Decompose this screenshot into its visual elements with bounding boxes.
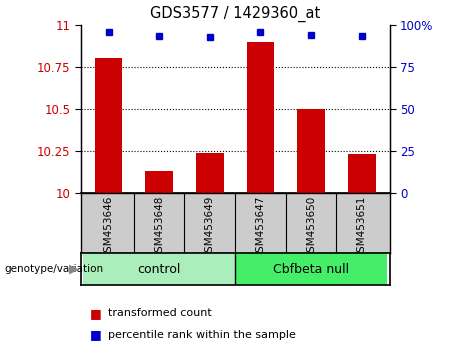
Text: ■: ■ bbox=[90, 307, 101, 320]
Bar bbox=[83, 253, 235, 285]
Text: GSM453649: GSM453649 bbox=[205, 196, 215, 259]
Title: GDS3577 / 1429360_at: GDS3577 / 1429360_at bbox=[150, 6, 320, 22]
Text: Cbfbeta null: Cbfbeta null bbox=[273, 263, 349, 275]
Bar bbox=[196, 153, 224, 193]
Bar bbox=[348, 154, 376, 193]
Text: GSM453648: GSM453648 bbox=[154, 196, 164, 259]
Text: ■: ■ bbox=[90, 328, 101, 341]
Text: genotype/variation: genotype/variation bbox=[5, 264, 104, 274]
Text: GSM453647: GSM453647 bbox=[255, 196, 266, 259]
Bar bbox=[297, 109, 325, 193]
Bar bbox=[235, 253, 387, 285]
Bar bbox=[247, 42, 274, 193]
Text: percentile rank within the sample: percentile rank within the sample bbox=[108, 330, 296, 339]
Text: GSM453651: GSM453651 bbox=[357, 196, 366, 259]
Text: transformed count: transformed count bbox=[108, 308, 212, 318]
Bar bbox=[145, 171, 173, 193]
Text: GSM453650: GSM453650 bbox=[306, 196, 316, 259]
Text: GSM453646: GSM453646 bbox=[104, 196, 113, 259]
Bar bbox=[95, 58, 123, 193]
Text: ▶: ▶ bbox=[69, 263, 79, 275]
Text: control: control bbox=[137, 263, 181, 275]
